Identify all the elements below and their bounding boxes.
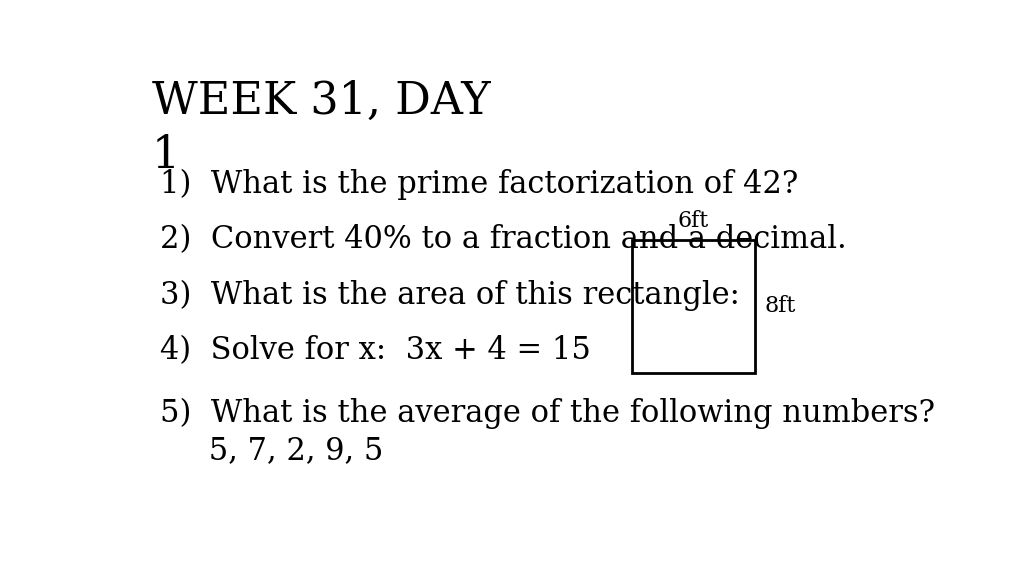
Text: 6ft: 6ft <box>678 210 709 232</box>
Text: WEEK 31, DAY: WEEK 31, DAY <box>152 80 490 123</box>
Text: 2)  Convert 40% to a fraction and a decimal.: 2) Convert 40% to a fraction and a decim… <box>160 224 847 255</box>
Text: 1: 1 <box>152 134 180 177</box>
Text: 5, 7, 2, 9, 5: 5, 7, 2, 9, 5 <box>160 435 383 466</box>
Text: 4)  Solve for x:  3x + 4 = 15: 4) Solve for x: 3x + 4 = 15 <box>160 335 591 366</box>
Text: 3)  What is the area of this rectangle:: 3) What is the area of this rectangle: <box>160 280 739 311</box>
Text: 8ft: 8ft <box>765 295 796 317</box>
Text: 5)  What is the average of the following numbers?: 5) What is the average of the following … <box>160 397 935 429</box>
Bar <box>632 240 755 373</box>
Text: 1)  What is the prime factorization of 42?: 1) What is the prime factorization of 42… <box>160 169 798 200</box>
